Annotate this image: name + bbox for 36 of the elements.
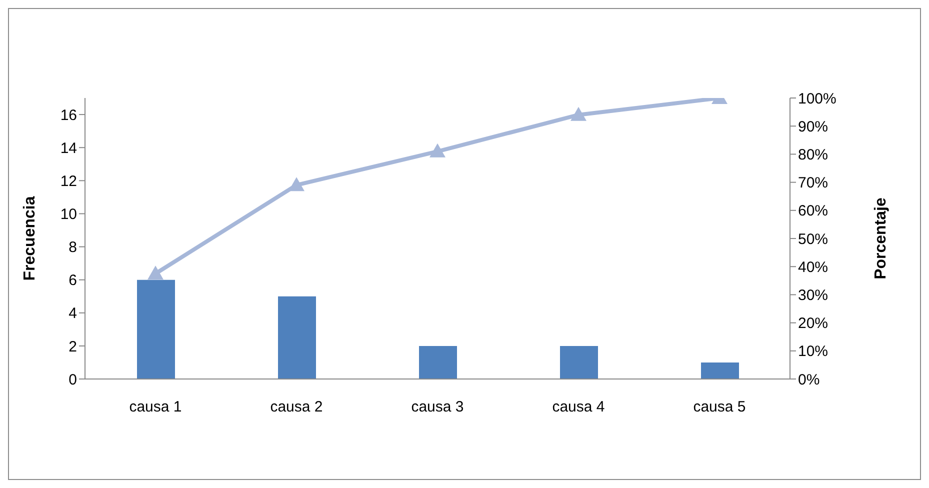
bar (419, 346, 457, 379)
point (148, 266, 164, 280)
y2-tick-label: 40% (798, 258, 828, 276)
y-axis-title: Frecuencia (22, 196, 39, 281)
y2-tick-label: 90% (798, 118, 828, 136)
y2-tick-label: 100% (798, 90, 836, 108)
y2-tick-label: 80% (798, 146, 828, 164)
y-tick-label: 14 (60, 140, 77, 157)
y-tick-label: 12 (60, 172, 77, 190)
bar (560, 346, 598, 379)
y2-tick-label: 10% (798, 343, 828, 360)
y-tick-label: 2 (68, 338, 77, 356)
y-tick-label: 4 (68, 305, 77, 322)
x-tick-label: causa 1 (129, 398, 182, 416)
bar (278, 296, 316, 379)
y-tick-label: 0 (68, 371, 77, 388)
y-tick-label: 8 (68, 239, 77, 256)
point (288, 177, 304, 192)
y-tick-label: 10 (60, 206, 77, 224)
y2-axis-title: Porcentaje (872, 197, 890, 280)
x-tick-label: causa 4 (552, 398, 605, 416)
y2-tick-label: 60% (798, 202, 828, 220)
y2-tick-label: 20% (798, 315, 828, 332)
y2-tick-label: 30% (798, 287, 828, 304)
y2-tick-label: 50% (798, 230, 828, 248)
x-tick-label: causa 5 (693, 398, 746, 416)
y-tick-label: 16 (60, 106, 77, 124)
bar (137, 280, 175, 379)
bar (701, 362, 739, 379)
point (430, 143, 446, 158)
y2-tick-label: 70% (798, 174, 828, 192)
y-tick-label: 6 (68, 272, 77, 290)
x-tick-label: causa 2 (270, 398, 323, 416)
y2-tick-label: 0% (798, 371, 820, 388)
x-tick-label: causa 3 (411, 398, 464, 416)
point (570, 106, 586, 121)
